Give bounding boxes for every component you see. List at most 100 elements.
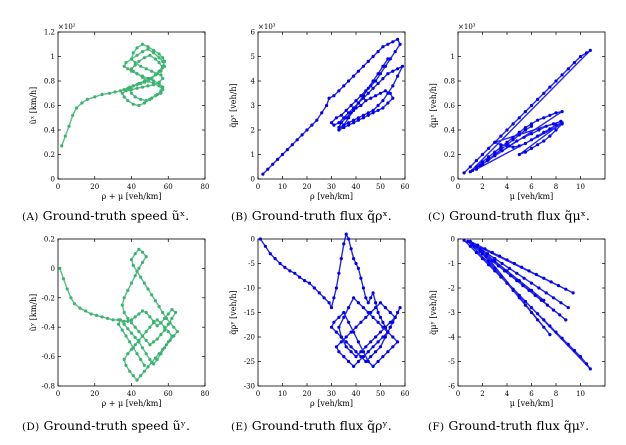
chart-b-point: [374, 79, 378, 83]
chart-f-point: [505, 269, 509, 273]
chart-c-point: [480, 152, 485, 157]
chart-e-point: [349, 350, 353, 354]
chart-c-point: [529, 122, 534, 126]
chart-e-point: [344, 335, 348, 339]
chart-e-xtick-label: 0: [256, 390, 260, 398]
chart-b-point: [386, 57, 390, 61]
chart-b-point: [329, 121, 334, 125]
chart-d-point: [137, 340, 141, 344]
chart-f-ytick-label: -2: [448, 285, 455, 293]
caption-b-tag: (B): [231, 211, 248, 223]
chart-a-point: [133, 61, 137, 65]
chart-e-point: [347, 237, 351, 241]
chart-b-exponent: ×10³: [258, 23, 276, 31]
chart-d-point: [155, 318, 159, 322]
chart-a-point: [126, 67, 130, 71]
chart-c-point: [560, 122, 564, 126]
caption-d: (D) Ground-truth speed ũʸ.: [22, 418, 190, 433]
chart-b-point: [347, 111, 351, 115]
chart-b-point: [332, 123, 336, 127]
chart-a-point: [60, 144, 64, 148]
chart-b-point: [352, 106, 356, 110]
chart-e-ytick-label: -15: [244, 309, 255, 317]
chart-d-point: [144, 352, 148, 356]
chart-b-point: [378, 72, 383, 76]
chart-f-xtick-label: 0: [456, 390, 460, 398]
chart-b-point: [352, 118, 356, 122]
chart-d-xtick-label: 40: [127, 390, 136, 398]
chart-e-ytick-label: -5: [248, 260, 255, 268]
chart-b-point: [371, 54, 375, 59]
chart-b-ytick-label: 5: [251, 53, 255, 61]
chart-e-point: [361, 306, 365, 310]
chart-f-xtick-label: 4: [505, 390, 510, 398]
chart-b-point: [349, 111, 353, 115]
chart-e-point: [391, 335, 395, 339]
chart-e-point: [376, 310, 380, 315]
chart-a-point: [140, 50, 145, 54]
chart-e-point: [349, 247, 353, 251]
chart-b-point: [266, 167, 270, 171]
chart-e-ytick-label: 0: [251, 236, 255, 244]
chart-d-point: [122, 322, 126, 326]
chart-a-point: [124, 89, 128, 93]
chart-a-ytick-label: 0.2: [44, 151, 55, 159]
chart-e-point: [339, 335, 343, 339]
chart-f-point: [578, 355, 583, 359]
chart-e-point: [359, 276, 363, 280]
chart-c-point: [554, 111, 558, 115]
chart-e-point: [356, 301, 360, 305]
chart-b-point: [337, 89, 341, 93]
chart-c-ytick-label: 0.4: [444, 127, 456, 135]
chart-d-point: [124, 334, 128, 338]
chart-f-point: [515, 279, 519, 283]
chart-b-point: [396, 74, 400, 78]
chart-c-xtick-label: 8: [554, 183, 558, 191]
chart-f-point: [551, 308, 556, 312]
chart-a-point: [153, 73, 157, 77]
chart-a-point: [161, 85, 165, 89]
chart-f-point: [571, 291, 575, 295]
chart-c-point: [493, 152, 497, 157]
chart-b-point: [334, 116, 338, 120]
chart-c: 0 2 4 6 8 10 0 0.2 0.4 0.6 0.8 1 ×10³ μ [veh/km] q̃μˣ …: [429, 23, 606, 201]
chart-e-point: [339, 340, 343, 344]
chart-e-point: [327, 301, 331, 305]
chart-d: 0 20 40 60 80 -0.8 -0.6 -0.4 -0.2 0 0.2 ρ + μ [veh/…: [29, 236, 209, 409]
chart-e-ytick-label: -10: [244, 285, 255, 293]
chart-e-point: [376, 340, 380, 344]
chart-f-point: [471, 242, 475, 246]
chart-b-point: [388, 57, 392, 61]
chart-c-point: [551, 122, 556, 126]
chart-a-point: [67, 124, 71, 128]
chart-c-point: [542, 130, 546, 134]
chart-a-ytick-label: 0.4: [44, 127, 56, 135]
chart-e-point: [352, 296, 356, 300]
chart-f-point: [480, 249, 485, 253]
chart-b-point: [364, 99, 368, 103]
chart-d-point: [65, 287, 69, 291]
chart-d-point: [126, 316, 130, 320]
chart-f-point: [505, 258, 509, 262]
chart-e-point: [339, 257, 343, 261]
chart-f-point: [566, 306, 570, 310]
chart-a-point: [152, 51, 156, 55]
chart-f-point: [564, 287, 568, 291]
chart-b-point: [381, 106, 385, 110]
chart-f-point: [468, 239, 472, 243]
chart-a-point: [131, 102, 135, 106]
caption-f-tag: (F): [428, 421, 445, 433]
chart-b-point: [337, 128, 341, 132]
chart-a-point: [122, 95, 126, 99]
chart-c-point: [548, 127, 552, 131]
chart-e-point: [364, 345, 368, 349]
chart-e-point: [396, 340, 400, 344]
chart-b-point: [398, 42, 402, 46]
chart-b-point: [393, 50, 397, 54]
chart-c-ytick-label: 0.6: [444, 102, 456, 110]
chart-b-point: [366, 86, 370, 90]
chart-a-point: [131, 84, 135, 88]
chart-e-xtick-label: 10: [278, 390, 287, 398]
chart-d-point: [170, 308, 174, 312]
